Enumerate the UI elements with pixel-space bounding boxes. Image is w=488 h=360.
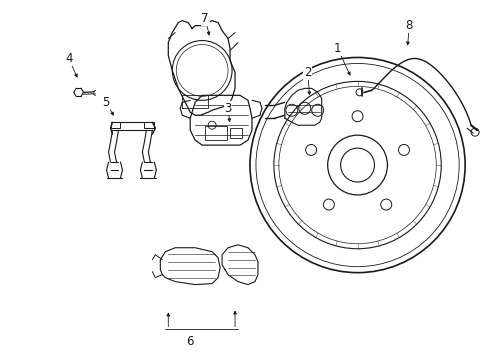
Text: 1: 1: [333, 42, 341, 55]
Text: 7: 7: [201, 12, 208, 25]
FancyBboxPatch shape: [110, 122, 120, 128]
Circle shape: [249, 58, 464, 273]
Text: 4: 4: [65, 52, 72, 65]
FancyBboxPatch shape: [144, 122, 154, 128]
Text: 3: 3: [224, 102, 231, 115]
Text: 8: 8: [405, 19, 412, 32]
Text: 5: 5: [102, 96, 109, 109]
Text: 2: 2: [304, 66, 311, 79]
Text: 6: 6: [186, 335, 194, 348]
